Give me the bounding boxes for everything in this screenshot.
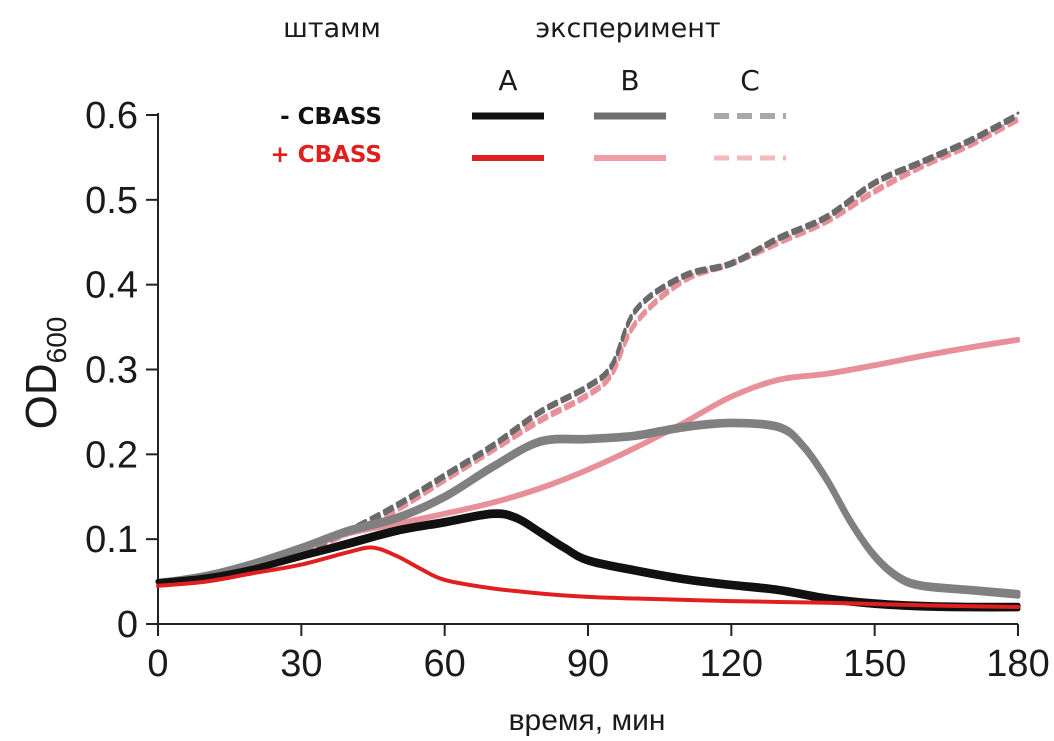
legend-strain-header: штамм — [283, 13, 381, 44]
y-axis-title: OD600 — [17, 317, 72, 430]
series-line-minus-cbass-a — [155, 509, 1021, 608]
y-ticks: 0 0.1 0.2 0.3 0.4 0.5 0.6 — [85, 95, 158, 646]
legend-experiment-header: эксперимент — [535, 13, 720, 44]
y-tick-label: 0.4 — [85, 265, 138, 307]
y-tick-label: 0.3 — [85, 350, 138, 392]
x-tick-label: 30 — [280, 643, 322, 685]
y-tick-label: 0.5 — [85, 180, 138, 222]
legend-minus-cbass: - CBASS — [280, 104, 382, 130]
legend-experiment-c: C — [740, 64, 760, 97]
y-tick-label: 0.2 — [85, 434, 138, 476]
y-tick-label: 0.6 — [85, 95, 138, 137]
legend-experiment-a: A — [498, 64, 517, 97]
x-ticks: 0 30 60 90 120 150 180 — [147, 624, 1050, 685]
series-line-plus-cbass-c — [156, 115, 1020, 584]
legend-experiment-b: B — [620, 64, 639, 97]
x-tick-label: 120 — [700, 643, 763, 685]
series-line-plus-cbass-b — [156, 338, 1020, 584]
x-tick-label: 180 — [986, 643, 1049, 685]
y-tick-label: 0 — [117, 604, 138, 646]
x-tick-label: 90 — [567, 643, 609, 685]
series-line-plus-cbass-c — [156, 117, 1020, 584]
axes: 0 30 60 90 120 150 180 0 0.1 0.2 0.3 0.4 0.5 0.6 вре… — [17, 95, 1050, 737]
legend-plus-cbass: + CBASS — [270, 142, 382, 168]
x-tick-label: 0 — [147, 643, 168, 685]
y-axis-title-sub: 600 — [41, 317, 72, 364]
y-axis-title-main: OD — [17, 363, 66, 429]
series-line-plus-cbass-b — [156, 336, 1020, 584]
y-tick-label: 0.1 — [85, 519, 138, 561]
legend: штамм эксперимент A B C - CBASS + CBASS — [270, 13, 786, 168]
x-tick-label: 60 — [424, 643, 466, 685]
series-line-minus-cbass-b — [155, 418, 1021, 595]
x-tick-label: 150 — [843, 643, 906, 685]
series-line-plus-cbass-a — [156, 545, 1020, 609]
x-axis-title: время, мин — [509, 704, 666, 737]
plot-area — [155, 111, 1021, 612]
series-line-plus-cbass-c — [156, 119, 1020, 584]
